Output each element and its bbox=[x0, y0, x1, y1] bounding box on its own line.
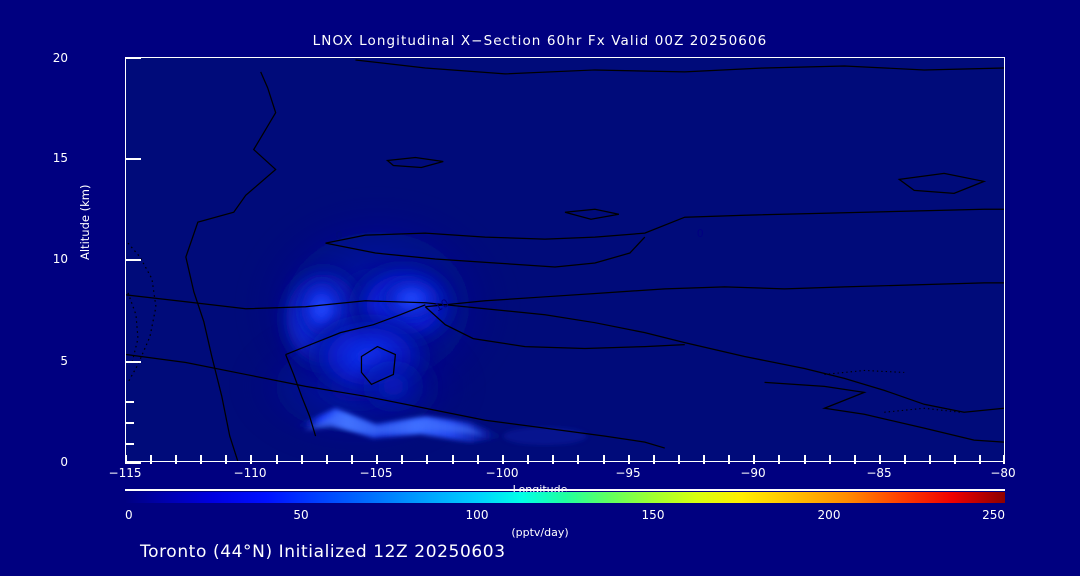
y-tick-minor-1 bbox=[125, 443, 134, 445]
x-tick--95 bbox=[628, 455, 630, 464]
y-tick-0 bbox=[125, 462, 141, 464]
y-tick-20 bbox=[125, 57, 141, 59]
y-tick-15 bbox=[125, 158, 141, 160]
x-tick--105 bbox=[376, 455, 378, 464]
y-tick-label-10: 10 bbox=[52, 252, 68, 266]
plot-area: 0 0 10 bbox=[125, 57, 1005, 462]
y-axis-title: Altitude (km) bbox=[78, 184, 92, 260]
y-tick-label-5: 5 bbox=[60, 354, 68, 368]
colorbar-tick-100: 100 bbox=[465, 508, 489, 522]
y-tick-minor-2 bbox=[125, 422, 134, 424]
contour-field: 0 0 10 bbox=[126, 58, 1004, 461]
colorbar-tick-0: 0 bbox=[125, 508, 133, 522]
x-tick-label--85: −85 bbox=[866, 466, 892, 480]
svg-text:10: 10 bbox=[433, 296, 451, 314]
x-tick-label--110: −110 bbox=[233, 466, 267, 480]
x-tick--100 bbox=[502, 455, 504, 464]
colorbar-gradient bbox=[125, 492, 1005, 503]
colorbar-tick-50: 50 bbox=[293, 508, 309, 522]
y-tick-label-15: 15 bbox=[52, 151, 68, 165]
colorbar-top-rule bbox=[125, 489, 1005, 491]
colorbar-tick-250: 250 bbox=[982, 508, 1005, 522]
y-tick-label-0: 0 bbox=[60, 455, 68, 469]
x-tick--80 bbox=[1003, 455, 1005, 464]
x-tick-label--100: −100 bbox=[485, 466, 519, 480]
figure-title: LNOX Longitudinal X−Section 60hr Fx Vali… bbox=[312, 33, 768, 49]
x-tick-label--115: −115 bbox=[108, 466, 142, 480]
x-tick-label--105: −105 bbox=[359, 466, 393, 480]
figure-caption: Toronto (44°N) Initialized 12Z 20250603 bbox=[140, 542, 506, 562]
x-tick--115 bbox=[125, 455, 127, 464]
colorbar-tick-200: 200 bbox=[817, 508, 841, 522]
svg-text:0: 0 bbox=[336, 229, 343, 242]
x-tick-label--90: −90 bbox=[740, 466, 766, 480]
x-tick-group bbox=[125, 455, 1005, 464]
x-tick--90 bbox=[753, 455, 755, 464]
y-tick-5 bbox=[125, 361, 141, 363]
y-tick-label-20: 20 bbox=[52, 51, 68, 65]
x-tick--85 bbox=[879, 455, 881, 464]
y-tick-10 bbox=[125, 259, 141, 261]
x-tick-label--80: −80 bbox=[990, 466, 1016, 480]
svg-text:0: 0 bbox=[697, 227, 704, 240]
x-tick--110 bbox=[250, 455, 252, 464]
y-tick-minor-3 bbox=[125, 401, 134, 403]
colorbar-units-label: (pptv/day) bbox=[511, 526, 569, 539]
colorbar-tick-150: 150 bbox=[641, 508, 665, 522]
x-tick-label--95: −95 bbox=[615, 466, 641, 480]
